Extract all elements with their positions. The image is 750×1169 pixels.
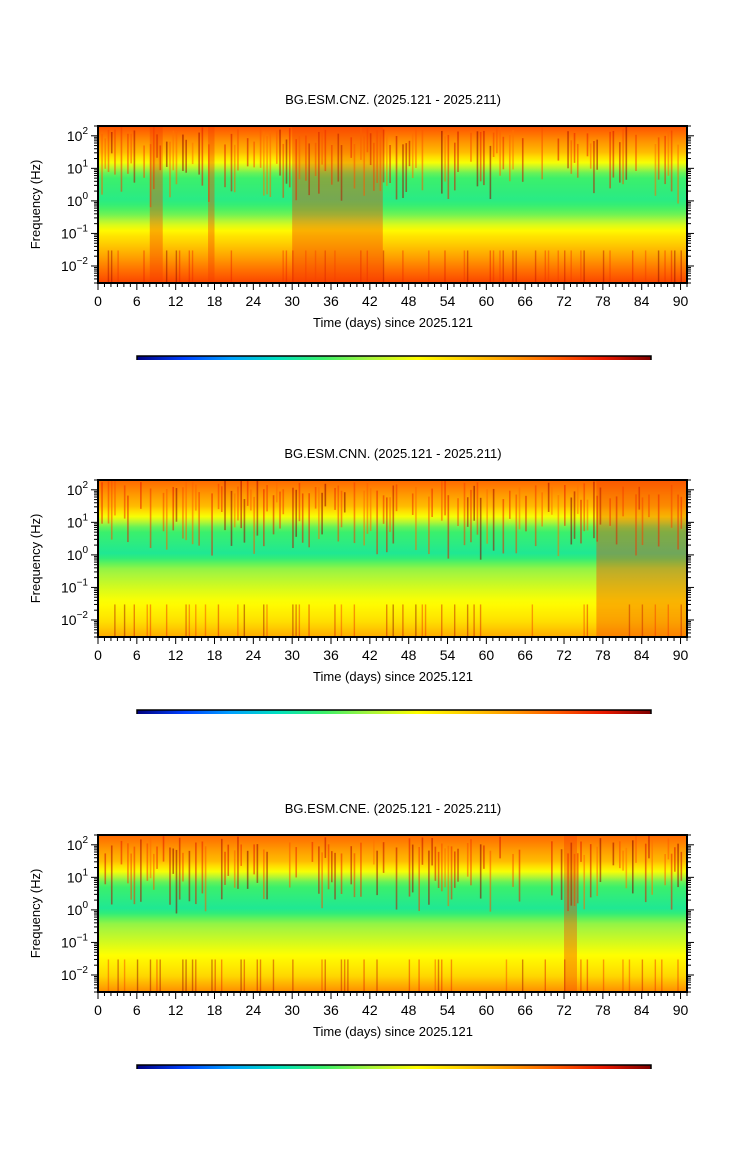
y-tick-label: 10−2 (61, 610, 88, 628)
colorbar (136, 1064, 652, 1069)
x-tick-label: 84 (634, 647, 650, 663)
x-tick-label: 78 (595, 1002, 611, 1018)
colorbar (136, 355, 652, 360)
x-axis-label: Time (days) since 2025.121 (313, 1024, 473, 1039)
spectrogram-svg-cnn: BG.ESM.CNN. (2025.121 - 2025.211) 0 6 12 18 2… (28, 446, 694, 714)
y-tick-label: 100 (67, 545, 89, 563)
x-tick-label: 72 (556, 647, 572, 663)
x-tick-label: 12 (168, 293, 184, 309)
x-tick-label: 48 (401, 293, 417, 309)
y-tick-label: 101 (67, 867, 89, 885)
y-axis-label: Frequency (Hz) (28, 869, 43, 959)
x-tick-label: 42 (362, 647, 378, 663)
high-power-interval (208, 126, 215, 283)
spectrogram-heatmap (98, 126, 687, 283)
x-tick-label: 84 (634, 1002, 650, 1018)
x-tick-label: 18 (207, 647, 223, 663)
x-tick-label: 30 (284, 293, 300, 309)
y-tick-label: 10−2 (61, 965, 88, 983)
x-tick-label: 36 (323, 293, 339, 309)
x-tick-label: 12 (168, 647, 184, 663)
x-tick-label: 84 (634, 293, 650, 309)
x-axis: 0 6 12 18 24 30 36 42 48 54 60 66 72 78 84 90 (94, 637, 689, 663)
y-tick-label: 10−1 (61, 223, 88, 241)
spectrogram-texture (101, 480, 683, 637)
high-power-interval (149, 126, 163, 283)
x-tick-label: 36 (323, 1002, 339, 1018)
x-tick-label: 78 (595, 647, 611, 663)
spectrogram-svg-cne: BG.ESM.CNE. (2025.121 - 2025.211) 0 6 12 18 2… (28, 801, 694, 1069)
y-axis: 102 101 100 10−1 10−2 (61, 125, 694, 284)
x-tick-label: 66 (517, 293, 533, 309)
x-tick-label: 54 (440, 293, 456, 309)
x-tick-label: 60 (479, 647, 495, 663)
high-power-interval (596, 480, 687, 637)
x-tick-label: 36 (323, 647, 339, 663)
y-tick-label: 101 (67, 512, 89, 530)
y-axis-label: Frequency (Hz) (28, 160, 43, 250)
x-tick-label: 48 (401, 1002, 417, 1018)
x-tick-label: 24 (246, 293, 262, 309)
x-axis-label: Time (days) since 2025.121 (313, 669, 473, 684)
x-tick-label: 0 (94, 1002, 102, 1018)
spectrogram-panel-cnz: BG.ESM.CNZ. (2025.121 - 2025.211) 0 6 12 18 2… (0, 0, 750, 360)
y-tick-label: 10−1 (61, 932, 88, 950)
x-tick-label: 78 (595, 293, 611, 309)
y-tick-label: 10−1 (61, 577, 88, 595)
x-tick-label: 60 (479, 293, 495, 309)
x-tick-label: 6 (133, 293, 141, 309)
x-tick-label: 18 (207, 1002, 223, 1018)
x-tick-label: 54 (440, 647, 456, 663)
y-tick-label: 102 (67, 126, 89, 144)
colorbar (136, 709, 652, 714)
y-axis-label: Frequency (Hz) (28, 514, 43, 604)
x-tick-label: 42 (362, 293, 378, 309)
x-axis: 0 6 12 18 24 30 36 42 48 54 60 66 72 78 84 90 (94, 992, 689, 1018)
x-tick-label: 54 (440, 1002, 456, 1018)
y-tick-label: 100 (67, 900, 89, 918)
x-tick-label: 0 (94, 647, 102, 663)
x-tick-label: 90 (673, 293, 689, 309)
x-tick-label: 66 (517, 1002, 533, 1018)
spectrogram-panel-cne: BG.ESM.CNE. (2025.121 - 2025.211) 0 6 12 18 2… (0, 709, 750, 1069)
x-tick-label: 48 (401, 647, 417, 663)
x-tick-label: 90 (673, 1002, 689, 1018)
high-power-interval (292, 126, 383, 283)
chart-title: BG.ESM.CNE. (2025.121 - 2025.211) (285, 801, 502, 816)
x-tick-label: 12 (168, 1002, 184, 1018)
x-tick-label: 18 (207, 293, 223, 309)
spectrogram-svg-cnz: BG.ESM.CNZ. (2025.121 - 2025.211) 0 6 12 18 2… (28, 92, 694, 360)
x-tick-label: 30 (284, 1002, 300, 1018)
x-tick-label: 24 (246, 647, 262, 663)
x-tick-label: 30 (284, 647, 300, 663)
spectrogram-texture (104, 835, 683, 992)
spectrogram-panel-cnn: BG.ESM.CNN. (2025.121 - 2025.211) 0 6 12 18 2… (0, 354, 750, 714)
x-axis-label: Time (days) since 2025.121 (313, 315, 473, 330)
x-axis: 0 6 12 18 24 30 36 42 48 54 60 66 72 78 84 90 (94, 283, 689, 309)
chart-title: BG.ESM.CNZ. (2025.121 - 2025.211) (285, 92, 501, 107)
high-power-interval (564, 835, 577, 992)
x-tick-label: 60 (479, 1002, 495, 1018)
y-tick-label: 102 (67, 480, 89, 498)
y-tick-label: 102 (67, 835, 89, 853)
x-tick-label: 0 (94, 293, 102, 309)
y-tick-label: 10−2 (61, 256, 88, 274)
chart-title: BG.ESM.CNN. (2025.121 - 2025.211) (284, 446, 501, 461)
x-tick-label: 6 (133, 1002, 141, 1018)
x-tick-label: 42 (362, 1002, 378, 1018)
x-tick-label: 72 (556, 293, 572, 309)
y-tick-label: 101 (67, 158, 89, 176)
y-axis: 102 101 100 10−1 10−2 (61, 479, 694, 638)
y-tick-label: 100 (67, 191, 89, 209)
x-tick-label: 6 (133, 647, 141, 663)
spectrogram-texture (101, 126, 682, 283)
x-tick-label: 24 (246, 1002, 262, 1018)
x-tick-label: 72 (556, 1002, 572, 1018)
x-tick-label: 66 (517, 647, 533, 663)
x-tick-label: 90 (673, 647, 689, 663)
y-axis: 102 101 100 10−1 10−2 (61, 834, 694, 993)
